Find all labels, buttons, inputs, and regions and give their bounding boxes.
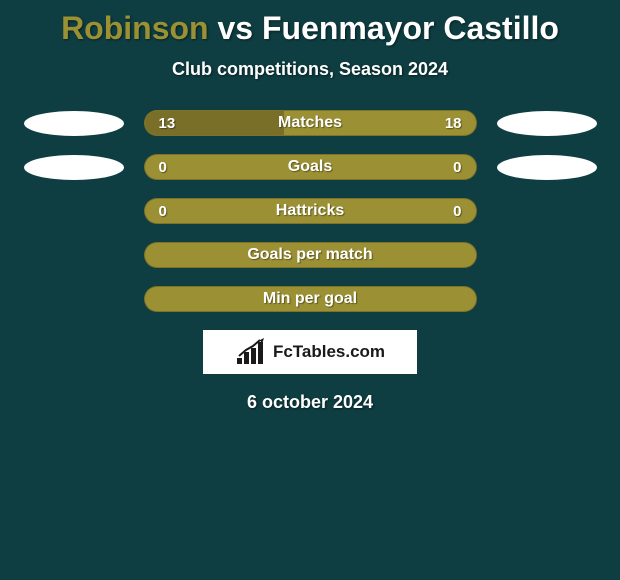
stat-right-value: 0 <box>453 159 461 176</box>
subtitle: Club competitions, Season 2024 <box>0 59 620 80</box>
player2-name: Fuenmayor Castillo <box>262 10 559 46</box>
left-ellipse-icon <box>24 155 124 180</box>
stat-label: Hattricks <box>276 202 344 220</box>
right-ellipse-icon <box>497 111 597 136</box>
stat-right-value: 18 <box>445 115 462 132</box>
left-ellipse-icon <box>24 111 124 136</box>
stat-bar-min-per-goal: Min per goal <box>144 286 477 312</box>
logo-panel: FcTables.com <box>203 330 417 374</box>
stat-label: Matches <box>278 114 342 132</box>
stat-left-value: 0 <box>159 159 167 176</box>
date-text: 6 october 2024 <box>0 392 620 413</box>
stat-label: Goals per match <box>247 246 372 264</box>
stat-right-value: 0 <box>453 203 461 220</box>
stat-row-goals: 0 Goals 0 <box>0 154 620 180</box>
page-title: Robinson vs Fuenmayor Castillo <box>0 10 620 47</box>
chart-icon <box>235 338 267 366</box>
stat-bar-hattricks: 0 Hattricks 0 <box>144 198 477 224</box>
stat-bar-goals-per-match: Goals per match <box>144 242 477 268</box>
vs-text: vs <box>217 10 253 46</box>
logo-text: FcTables.com <box>273 342 385 362</box>
player1-name: Robinson <box>61 10 209 46</box>
stat-row-matches: 13 Matches 18 <box>0 110 620 136</box>
stat-left-value: 13 <box>159 115 176 132</box>
stat-bar-goals: 0 Goals 0 <box>144 154 477 180</box>
stat-row-hattricks: 0 Hattricks 0 <box>0 198 620 224</box>
right-ellipse-icon <box>497 155 597 180</box>
stat-left-value: 0 <box>159 203 167 220</box>
stat-label: Min per goal <box>263 290 357 308</box>
stat-label: Goals <box>288 158 332 176</box>
stat-bar-matches: 13 Matches 18 <box>144 110 477 136</box>
